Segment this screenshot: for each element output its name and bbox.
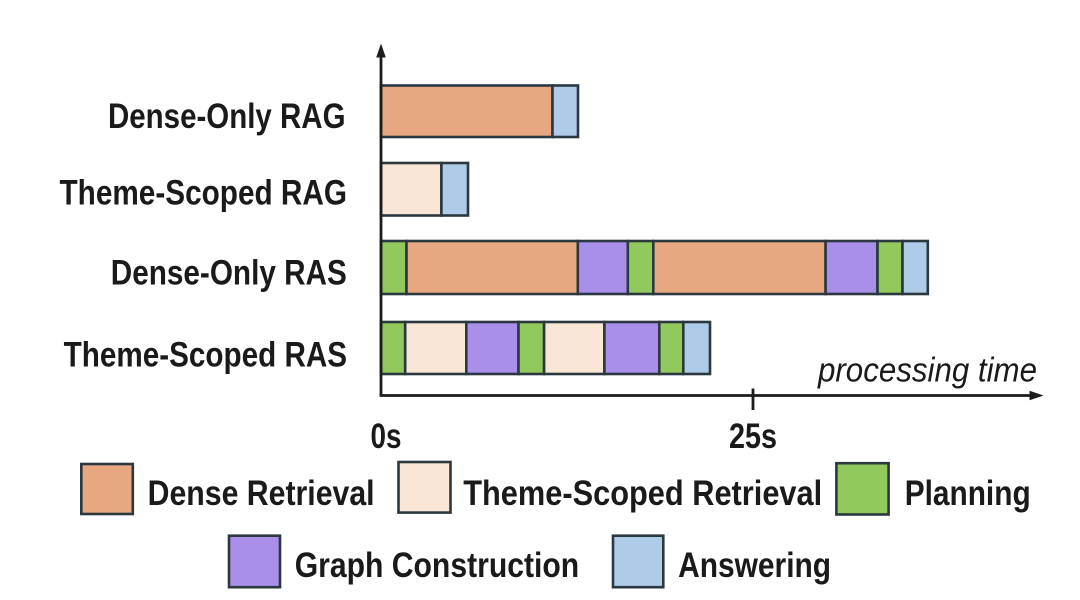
svg-text:processing time: processing time <box>817 352 1037 390</box>
svg-text:Answering: Answering <box>678 546 831 585</box>
svg-text:Planning: Planning <box>905 474 1031 513</box>
svg-text:Theme-Scoped RAG: Theme-Scoped RAG <box>60 174 348 213</box>
svg-text:Theme-Scoped Retrieval: Theme-Scoped Retrieval <box>463 474 822 513</box>
svg-text:Dense Retrieval: Dense Retrieval <box>148 474 375 513</box>
svg-text:Dense-Only RAG: Dense-Only RAG <box>108 97 346 136</box>
svg-text:Theme-Scoped RAS: Theme-Scoped RAS <box>64 336 348 375</box>
svg-text:Dense-Only RAS: Dense-Only RAS <box>111 254 347 293</box>
svg-text:25s: 25s <box>729 417 777 456</box>
svg-text:Graph Construction: Graph Construction <box>295 546 580 585</box>
svg-text:0s: 0s <box>371 417 402 456</box>
